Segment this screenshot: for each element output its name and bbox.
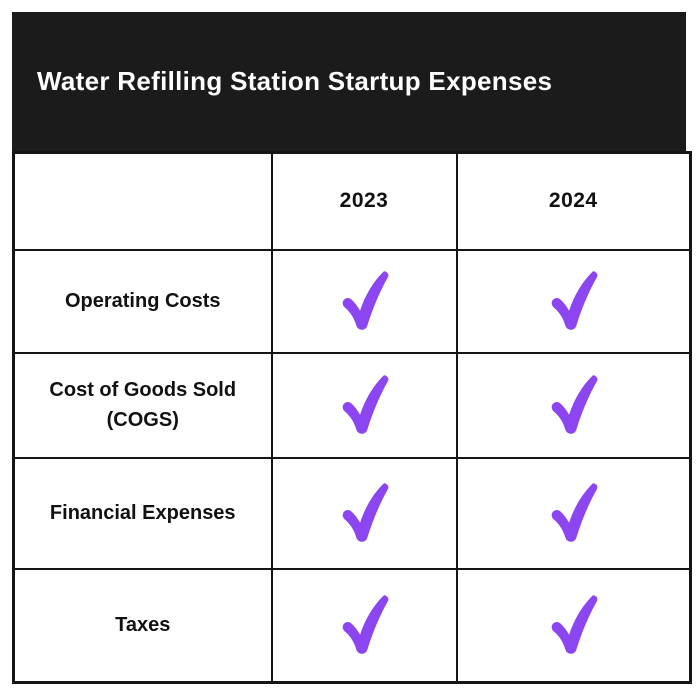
table-row: Financial Expenses — [12, 456, 692, 570]
table-row: Operating Costs — [12, 248, 692, 354]
checkmark-icon — [480, 594, 668, 656]
checkmark-icon — [480, 482, 668, 544]
checkmark-icon — [295, 482, 434, 544]
check-cell-2024 — [455, 248, 692, 354]
row-label: Taxes — [12, 567, 273, 684]
table-header-row: 2023 2024 — [12, 151, 692, 251]
page-title: Water Refilling Station Startup Expenses — [37, 66, 553, 96]
checkmark-icon — [480, 374, 668, 436]
check-cell-2024 — [455, 351, 692, 459]
row-label: Operating Costs — [12, 248, 273, 354]
check-cell-2023 — [270, 351, 458, 459]
check-cell-2023 — [270, 456, 458, 570]
checkmark-icon — [295, 374, 434, 436]
table-row: Cost of Goods Sold (COGS) — [12, 351, 692, 459]
expense-table: 2023 2024 Operating Costs — [12, 151, 692, 684]
check-cell-2023 — [270, 248, 458, 354]
column-header-2024: 2024 — [455, 151, 692, 251]
row-label: Cost of Goods Sold (COGS) — [12, 351, 273, 459]
check-cell-2024 — [455, 456, 692, 570]
check-cell-2023 — [270, 567, 458, 684]
table-row: Taxes — [12, 567, 692, 684]
title-bar: Water Refilling Station Startup Expenses — [12, 12, 686, 151]
checkmark-icon — [295, 594, 434, 656]
check-cell-2024 — [455, 567, 692, 684]
corner-cell — [12, 151, 273, 251]
checkmark-icon — [480, 270, 668, 332]
row-label: Financial Expenses — [12, 456, 273, 570]
column-header-2023: 2023 — [270, 151, 458, 251]
checkmark-icon — [295, 270, 434, 332]
